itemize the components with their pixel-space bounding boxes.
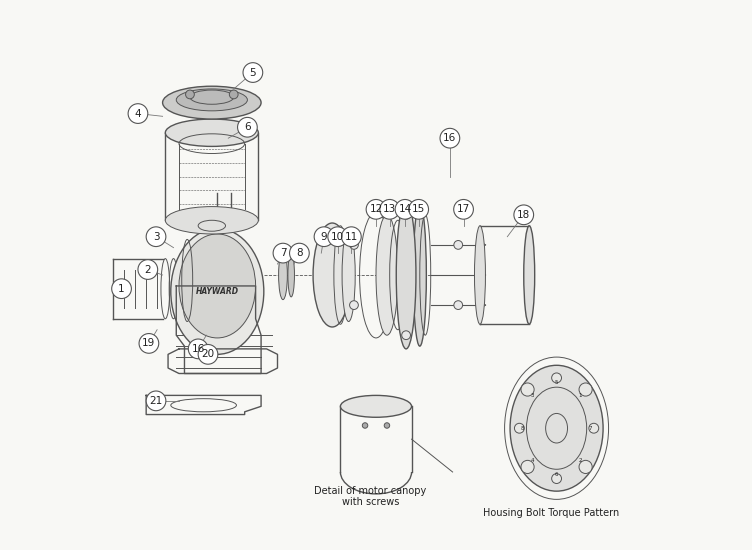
Ellipse shape <box>396 201 416 349</box>
Circle shape <box>188 339 208 359</box>
Circle shape <box>521 383 534 396</box>
Circle shape <box>454 240 462 249</box>
Ellipse shape <box>475 226 486 324</box>
Circle shape <box>229 90 238 99</box>
Text: 6: 6 <box>244 122 250 132</box>
Circle shape <box>402 211 411 219</box>
Text: 19: 19 <box>142 338 156 348</box>
Ellipse shape <box>165 119 259 146</box>
Text: 17: 17 <box>457 205 470 214</box>
Text: 13: 13 <box>383 205 396 214</box>
Text: 1: 1 <box>579 393 582 398</box>
Circle shape <box>362 423 368 428</box>
Ellipse shape <box>341 395 411 417</box>
Circle shape <box>514 205 534 224</box>
Circle shape <box>440 128 459 148</box>
Text: 20: 20 <box>202 349 214 359</box>
Circle shape <box>402 331 411 339</box>
Circle shape <box>314 227 334 246</box>
Text: 15: 15 <box>412 205 426 214</box>
Text: 16: 16 <box>192 344 205 354</box>
Circle shape <box>341 227 361 246</box>
Circle shape <box>290 243 309 263</box>
Circle shape <box>146 391 166 411</box>
Circle shape <box>514 424 524 433</box>
Text: 21: 21 <box>150 396 162 406</box>
Text: Housing Bolt Torque Pattern: Housing Bolt Torque Pattern <box>483 508 619 518</box>
Circle shape <box>199 344 218 364</box>
Circle shape <box>395 200 415 219</box>
Text: 8: 8 <box>521 426 524 431</box>
Ellipse shape <box>313 223 351 327</box>
Ellipse shape <box>523 226 535 324</box>
Circle shape <box>146 227 166 246</box>
Circle shape <box>552 474 562 483</box>
Circle shape <box>384 423 390 428</box>
Ellipse shape <box>278 250 287 300</box>
Ellipse shape <box>162 86 261 119</box>
Ellipse shape <box>510 365 603 491</box>
Circle shape <box>366 200 386 219</box>
Circle shape <box>238 117 257 137</box>
Text: 16: 16 <box>443 133 456 143</box>
Circle shape <box>521 460 534 474</box>
Text: 11: 11 <box>344 232 358 241</box>
Text: 14: 14 <box>399 205 411 214</box>
Circle shape <box>243 63 262 82</box>
Circle shape <box>380 200 399 219</box>
Circle shape <box>112 279 132 299</box>
Text: 3: 3 <box>153 232 159 241</box>
Text: 4: 4 <box>135 108 141 119</box>
Text: HAYWARD: HAYWARD <box>196 287 239 296</box>
Ellipse shape <box>171 228 264 354</box>
Text: 1: 1 <box>118 284 125 294</box>
Circle shape <box>139 333 159 353</box>
Text: 3: 3 <box>531 393 535 398</box>
Text: 5: 5 <box>555 379 558 385</box>
Ellipse shape <box>179 234 256 338</box>
Circle shape <box>454 301 462 310</box>
Circle shape <box>138 260 158 279</box>
Text: 8: 8 <box>296 248 303 258</box>
Text: 18: 18 <box>517 210 530 220</box>
Ellipse shape <box>176 89 247 111</box>
Text: 9: 9 <box>320 232 327 241</box>
Text: 2: 2 <box>579 458 582 463</box>
Circle shape <box>579 383 592 396</box>
Circle shape <box>186 90 194 99</box>
Text: 4: 4 <box>531 458 535 463</box>
Ellipse shape <box>376 215 398 335</box>
Circle shape <box>409 200 429 219</box>
Text: 7: 7 <box>280 248 287 258</box>
Ellipse shape <box>413 204 426 346</box>
Text: Detail of motor canopy
with screws: Detail of motor canopy with screws <box>314 486 426 508</box>
Text: 10: 10 <box>331 232 344 241</box>
Circle shape <box>273 243 293 263</box>
Circle shape <box>350 240 359 249</box>
Circle shape <box>128 104 148 123</box>
Ellipse shape <box>165 207 259 234</box>
Circle shape <box>552 373 562 383</box>
Circle shape <box>328 227 347 246</box>
Text: 5: 5 <box>250 68 256 78</box>
Circle shape <box>579 460 592 474</box>
Text: 12: 12 <box>369 205 383 214</box>
Circle shape <box>350 301 359 310</box>
Text: 2: 2 <box>144 265 151 274</box>
Ellipse shape <box>342 228 355 322</box>
Circle shape <box>589 424 599 433</box>
Text: 7: 7 <box>589 426 593 431</box>
Ellipse shape <box>288 253 295 297</box>
Circle shape <box>453 200 474 219</box>
Text: 6: 6 <box>555 472 558 477</box>
